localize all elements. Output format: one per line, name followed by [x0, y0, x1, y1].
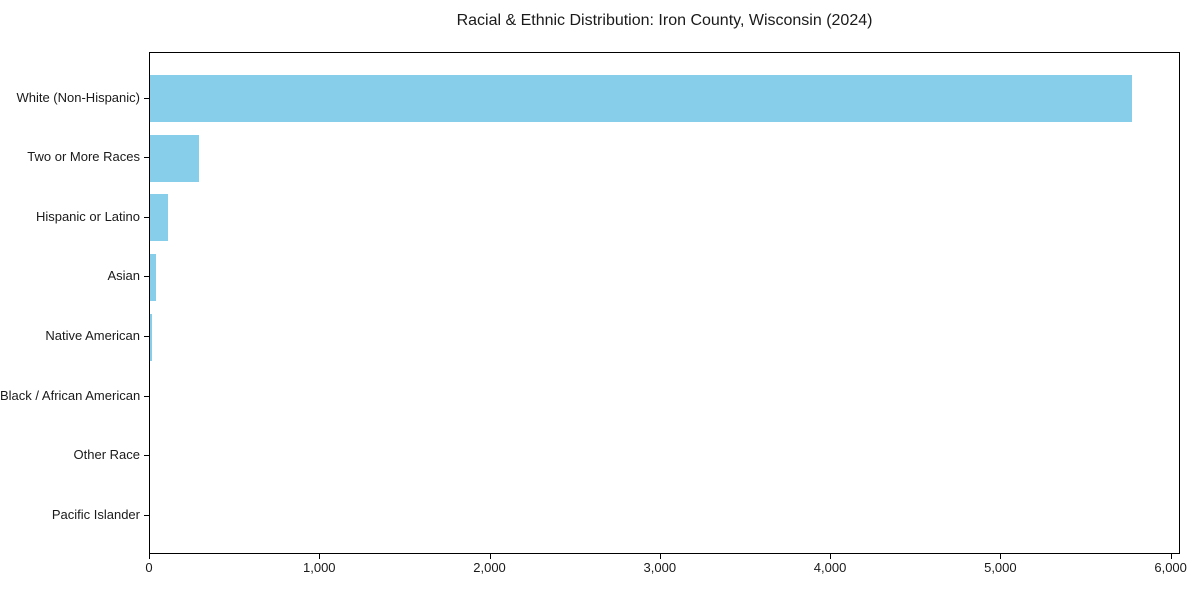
- y-tick-mark: [144, 97, 149, 99]
- x-axis-tick-label-3-000: 3,000: [643, 560, 677, 575]
- bar-white-non-hispanic: [150, 75, 1132, 122]
- y-axis-label-two-or-more-races: Two or More Races: [27, 149, 140, 165]
- y-axis-label-hispanic-or-latino: Hispanic or Latino: [35, 208, 140, 224]
- bar-native-american: [150, 313, 153, 361]
- y-tick-mark: [144, 336, 149, 338]
- y-axis-label-white-non-hispanic: White (Non-Hispanic): [16, 89, 140, 105]
- x-tick-mark: [489, 554, 491, 559]
- y-axis-label-native-american: Native American: [45, 328, 140, 344]
- plot-area: [149, 52, 1180, 554]
- y-tick-mark: [144, 515, 149, 517]
- x-tick-mark: [1000, 554, 1002, 559]
- x-axis-tick-label-0: 0: [145, 560, 153, 575]
- x-axis-tick-label-2-000: 2,000: [473, 560, 506, 575]
- y-tick-mark: [144, 455, 149, 457]
- x-tick-mark: [149, 554, 150, 559]
- bar-hispanic-or-latino: [150, 194, 168, 242]
- y-tick-mark: [144, 157, 149, 159]
- x-axis-tick-label-6-000: 6,000: [1154, 560, 1187, 575]
- x-tick-mark: [319, 554, 321, 559]
- y-axis-label-other-race: Other Race: [73, 447, 140, 463]
- y-tick-mark: [144, 276, 149, 278]
- y-axis-label-asian: Asian: [107, 268, 140, 284]
- y-axis-label-black-african-american: Black / African American: [0, 387, 141, 403]
- x-axis-tick-label-1-000: 1,000: [302, 560, 336, 575]
- chart-title: Racial & Ethnic Distribution: Iron Count…: [456, 12, 873, 29]
- bar-two-or-more-races: [150, 134, 200, 182]
- y-axis-label-pacific-islander: Pacific Islander: [51, 507, 140, 523]
- x-tick-mark: [1170, 554, 1172, 559]
- bar-asian: [150, 253, 156, 301]
- x-tick-mark: [830, 554, 832, 559]
- x-axis-tick-label-5-000: 5,000: [984, 560, 1017, 575]
- x-axis-tick-label-4-000: 4,000: [813, 560, 847, 575]
- x-tick-mark: [659, 554, 661, 559]
- y-tick-mark: [144, 395, 149, 397]
- y-tick-mark: [144, 216, 149, 218]
